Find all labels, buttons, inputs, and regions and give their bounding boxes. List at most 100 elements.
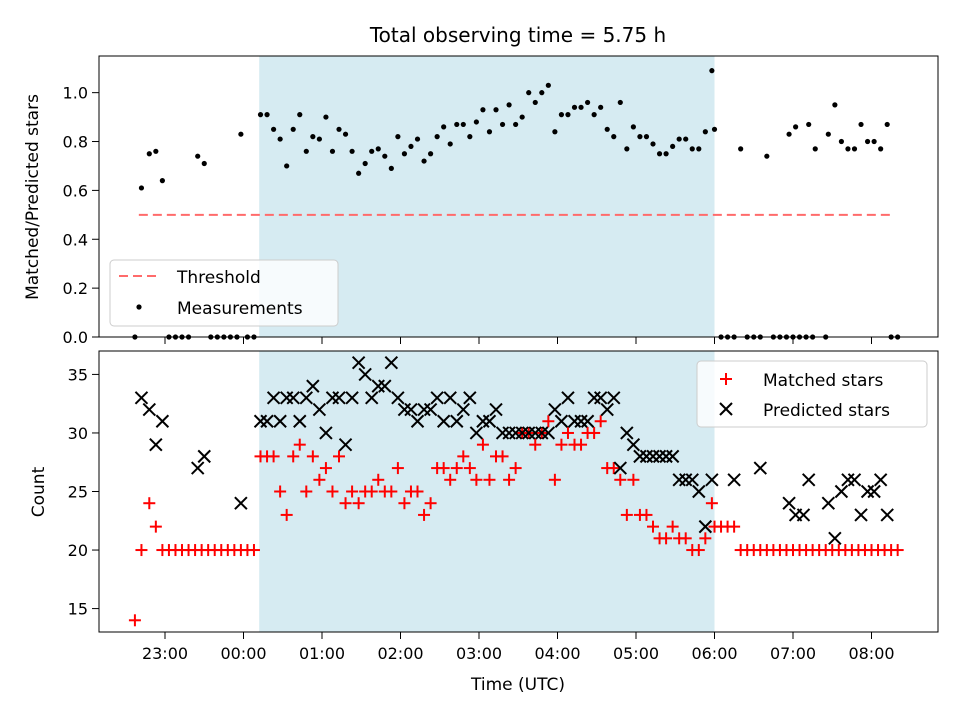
predicted-star-point [828, 531, 842, 546]
matched-star-point [319, 462, 332, 475]
predicted-star-point [633, 449, 647, 464]
x-tick-label: 01:00 [299, 644, 345, 663]
measurement-point [454, 121, 460, 128]
measurement-point [643, 134, 650, 140]
measurement-point [447, 141, 453, 147]
legend-measurements-label: Measurements [177, 299, 303, 319]
top-y-axis-label: Matched/Predicted stars [23, 94, 43, 300]
measurement-point [284, 163, 290, 169]
matched-star-point [365, 485, 378, 498]
predicted-star-point [293, 414, 307, 428]
matched-star-point [143, 497, 156, 510]
predicted-star-point [134, 391, 149, 405]
predicted-star-point [286, 391, 300, 405]
predicted-star-point [260, 414, 274, 428]
measurement-point [637, 134, 643, 140]
matched-star-point [437, 462, 450, 475]
measurement-point [486, 129, 493, 135]
x-axis-label: Time (UTC) [470, 675, 565, 695]
measurement-point [738, 146, 744, 152]
measurement-point [884, 121, 890, 128]
matched-star-point [640, 508, 653, 521]
legend-predicted-swatch [719, 402, 733, 416]
measurement-point [676, 136, 682, 142]
matched-star-point [352, 497, 365, 510]
matched-star-point [607, 462, 620, 475]
bottom-legend: Matched stars Predicted stars [696, 360, 928, 428]
matched-star-point [463, 462, 476, 475]
measurement-point [711, 126, 718, 132]
measurement-point [264, 112, 270, 118]
measurement-point [257, 112, 264, 118]
measurement-point [159, 178, 165, 184]
predicted-star-point [306, 379, 320, 393]
predicted-star-point [548, 402, 562, 417]
predicted-star-point [430, 391, 444, 405]
top-y-ticks: 0.0 0.2 0.4 0.6 0.8 1.0 [63, 84, 99, 347]
measurement-point [650, 141, 656, 147]
measurement-point [506, 102, 512, 108]
measurement-point [201, 160, 207, 167]
measurement-point [195, 153, 201, 159]
predicted-star-point [679, 473, 693, 487]
predicted-star-point [450, 414, 464, 428]
measurement-point [473, 119, 479, 125]
predicted-star-point [867, 484, 881, 499]
predicted-star-point [692, 484, 706, 499]
matched-star-point [660, 532, 673, 545]
measurement-point [571, 104, 578, 110]
legend-predicted-label: Predicted stars [763, 401, 890, 421]
predicted-star-point [567, 414, 582, 428]
matched-star-point [891, 544, 904, 557]
measurement-point [663, 151, 669, 157]
predicted-star-point [384, 356, 399, 370]
matched-star-point [300, 485, 313, 498]
predicted-star-point [273, 414, 287, 428]
measurement-point [598, 104, 604, 110]
measurement-point [558, 112, 565, 118]
matched-star-point [561, 426, 574, 439]
bottom-y-tick-label: 25 [68, 483, 88, 502]
predicted-star-point [580, 414, 595, 428]
predicted-star-point [463, 391, 477, 405]
measurement-point [689, 146, 695, 152]
matched-star-point [391, 462, 404, 475]
predicted-star-point [801, 473, 816, 487]
matched-star-point [385, 485, 398, 498]
measurement-point [395, 134, 401, 140]
measurement-point [878, 146, 884, 152]
top-x-ticks [164, 337, 872, 344]
matched-star-point [267, 450, 280, 463]
predicted-star-point [593, 391, 608, 405]
predicted-star-point [607, 391, 621, 405]
predicted-star-point [266, 391, 281, 405]
matched-star-point [627, 473, 640, 486]
x-tick-label: 03:00 [456, 644, 502, 663]
matched-star-point [372, 473, 385, 486]
predicted-star-point [397, 402, 412, 417]
measurement-point [362, 160, 368, 167]
predicted-star-point [253, 414, 268, 428]
predicted-star-point [325, 391, 340, 405]
predicted-stars-points [134, 356, 894, 546]
predicted-star-point [279, 391, 294, 405]
measurement-point [146, 151, 152, 157]
predicted-star-point [613, 461, 628, 475]
matched-star-point [575, 438, 588, 451]
predicted-star-point [522, 426, 536, 440]
matched-star-point [293, 438, 306, 451]
predicted-star-point [600, 402, 614, 417]
top-y-tick-label: 0.4 [63, 230, 88, 249]
legend-matched-label: Matched stars [763, 371, 883, 391]
predicted-star-point [299, 391, 314, 405]
top-y-tick-label: 0.6 [63, 181, 88, 200]
predicted-star-point [197, 449, 211, 464]
matched-star-point [529, 438, 542, 451]
measurement-point [493, 107, 499, 113]
predicted-star-point [528, 426, 542, 440]
matched-star-point [555, 438, 568, 451]
predicted-star-point [515, 426, 529, 440]
top-panel: 0.0 0.2 0.4 0.6 0.8 1.0 Matched/Predicted sta… [23, 55, 939, 347]
predicted-star-point [149, 437, 163, 452]
